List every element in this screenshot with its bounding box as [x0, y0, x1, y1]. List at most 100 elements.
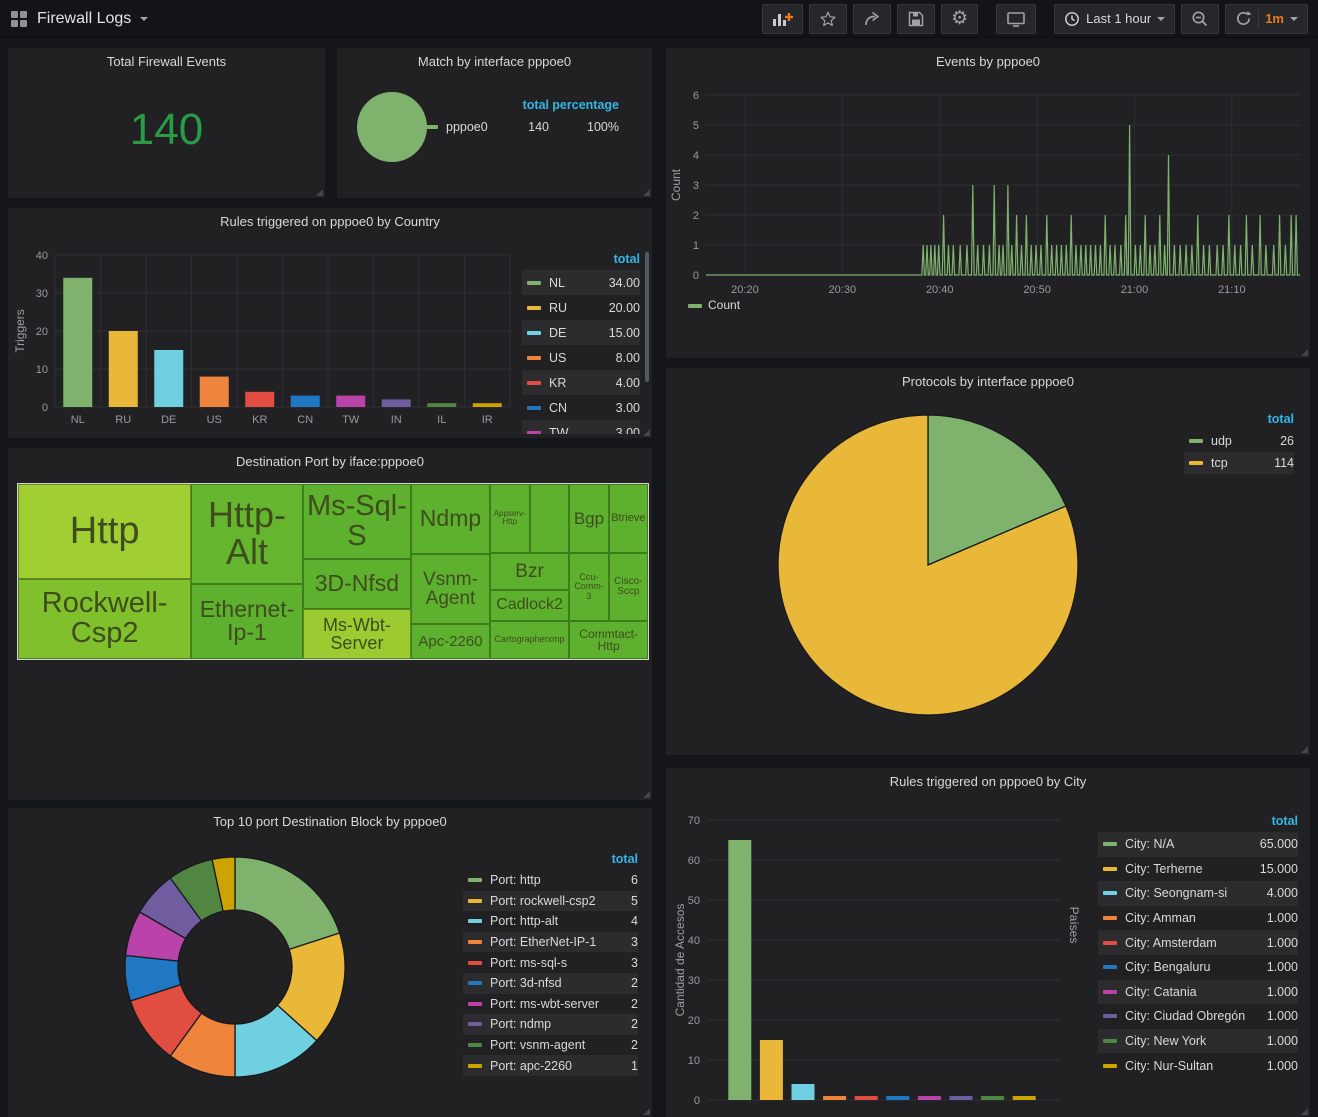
legend-item[interactable]: Port: ms-sql-s 3: [463, 952, 638, 973]
legend-item[interactable]: Port: rockwell-csp2 5: [463, 890, 638, 912]
legend-item[interactable]: Port: 3d-nfsd 2: [463, 972, 638, 994]
panel-title[interactable]: Rules triggered on pppoe0 by City: [889, 774, 1087, 789]
treemap-cell-btrieve[interactable]: Btrieve: [608, 484, 648, 553]
legend-item[interactable]: City: Terherne 15.000: [1098, 857, 1298, 882]
treemap-cell-bgp[interactable]: Bgp: [569, 484, 609, 553]
bar-Seongnam-si: [791, 1084, 815, 1100]
legend-item[interactable]: pppoe0 140 100%: [419, 116, 619, 138]
legend-item[interactable]: Port: vsnm-agent 2: [463, 1035, 638, 1056]
star-button[interactable]: [809, 3, 848, 34]
bar-chart[interactable]: 0 10 20 30 40 NL RU DE US KR CN TW IN IL IR Triggers: [8, 208, 652, 438]
legend-item[interactable]: City: Amman 1.000: [1098, 906, 1298, 931]
treemap-cell-http-alt[interactable]: Http-Alt: [191, 484, 303, 584]
legend-item[interactable]: City: New York 1.000: [1098, 1028, 1298, 1054]
save-button[interactable]: [897, 3, 936, 34]
legend-item[interactable]: Port: EtherNet-IP-1 3: [463, 931, 638, 953]
legend-table: total City: N/A 65.000 City: Terherne 15.000…: [1098, 810, 1298, 1078]
treemap-cell-appserv-http[interactable]: Appserv-Http: [489, 484, 530, 553]
refresh-interval-label[interactable]: 1m: [1265, 11, 1284, 26]
panel-resize-handle[interactable]: [1301, 1108, 1308, 1115]
legend-item[interactable]: City: Amsterdam 1.000: [1098, 930, 1298, 955]
treemap-cell-ndmp[interactable]: Ndmp: [411, 484, 490, 554]
caret-down-icon[interactable]: [1290, 16, 1298, 21]
treemap-cell-rockwell-csp2[interactable]: Rockwell-Csp2: [18, 579, 192, 659]
bar-chart[interactable]: 0 10 20 30 40 50 60 70 Cantidad de Accesos Países: [666, 768, 1310, 1117]
treemap-cell-ccu-comm-3[interactable]: Ccu-Comm-3: [569, 552, 609, 621]
legend-item[interactable]: City: Catania 1.000: [1098, 979, 1298, 1005]
legend-label: pppoe0: [446, 120, 488, 134]
bar-TW: [336, 395, 366, 407]
legend-item[interactable]: TW 3.00: [522, 420, 640, 434]
treemap-cell-3d-nfsd[interactable]: 3D-Nfsd: [302, 559, 412, 609]
legend-item[interactable]: US 8.00: [522, 345, 640, 370]
legend-item[interactable]: udp 26: [1184, 430, 1294, 452]
panel-resize-handle[interactable]: [643, 1108, 650, 1115]
legend-scrollbar[interactable]: [645, 252, 649, 382]
legend-item[interactable]: Port: http-alt 4: [463, 911, 638, 932]
treemap-cell-cadlock2[interactable]: Cadlock2: [489, 590, 570, 622]
panel-title[interactable]: Total Firewall Events: [106, 54, 227, 69]
dashboard-title[interactable]: Firewall Logs: [37, 9, 132, 27]
pie-chart[interactable]: [357, 92, 427, 162]
treemap-cell-commtact-http[interactable]: Commtact-Http: [569, 621, 648, 659]
legend-value: 1.000: [1266, 935, 1298, 950]
legend-item[interactable]: DE 15.00: [522, 320, 640, 345]
refresh-button[interactable]: 1m: [1225, 3, 1308, 34]
legend-item[interactable]: City: Ciudad Obregón 1.000: [1098, 1004, 1298, 1029]
treemap-cell-cartographerxmp[interactable]: Cartographerxmp: [489, 621, 570, 659]
treemap-cell-vsnm-agent[interactable]: Vsnm-Agent: [411, 554, 490, 624]
svg-text:1: 1: [693, 240, 699, 252]
treemap-cell-ms-wbt-server[interactable]: Ms-Wbt-Server: [302, 608, 412, 659]
pie-chart[interactable]: [666, 368, 1310, 755]
add-panel-button[interactable]: [762, 3, 804, 34]
timeseries-chart[interactable]: 0 1 2 3 4 5 6 20:20 20:30 20:40 20:50 21:00 21:10 Cou…: [666, 48, 1310, 358]
legend-item[interactable]: Port: apc-2260 1: [463, 1055, 638, 1076]
settings-button[interactable]: ⚙: [941, 3, 979, 34]
share-button[interactable]: [853, 3, 892, 34]
pie-slice-udp: [927, 414, 1067, 566]
legend-item[interactable]: Port: ndmp 2: [463, 1014, 638, 1035]
treemap-cell[interactable]: [529, 484, 570, 553]
tv-mode-button[interactable]: [996, 3, 1037, 34]
legend-item[interactable]: CN 3.00: [522, 395, 640, 420]
dashboard-grid-icon[interactable]: [10, 10, 28, 28]
legend-item[interactable]: City: N/A 65.000: [1098, 832, 1298, 857]
bar-Terherne: [759, 1040, 783, 1100]
treemap-cell-apc-2260[interactable]: Apc-2260: [411, 624, 490, 659]
panel-resize-handle[interactable]: [1301, 349, 1308, 356]
time-picker-button[interactable]: Last 1 hour: [1054, 3, 1176, 34]
legend-item[interactable]: City: Seongnam-si 4.000: [1098, 881, 1298, 906]
svg-text:NL: NL: [71, 414, 85, 426]
legend-item[interactable]: City: Nur-Sultan 1.000: [1098, 1053, 1298, 1078]
legend-item[interactable]: Port: http 6: [463, 870, 638, 891]
donut-chart[interactable]: [8, 808, 652, 1117]
treemap-cell-http[interactable]: Http: [18, 484, 192, 580]
panel-resize-handle[interactable]: [316, 189, 323, 196]
panel-resize-handle[interactable]: [1301, 746, 1308, 753]
panel-title[interactable]: Match by interface pppoe0: [417, 54, 572, 69]
panel-resize-handle[interactable]: [643, 189, 650, 196]
panel-title[interactable]: Destination Port by iface:pppoe0: [236, 454, 424, 469]
panel-title[interactable]: Protocols by interface pppoe0: [902, 374, 1074, 389]
caret-down-icon[interactable]: [140, 16, 149, 21]
treemap-cell-bzr[interactable]: Bzr: [489, 552, 570, 591]
legend-item[interactable]: City: Bengaluru 1.000: [1098, 955, 1298, 980]
bar-Nur-Sultan: [1012, 1096, 1036, 1100]
panel-title[interactable]: Rules triggered on pppoe0 by Country: [220, 214, 440, 229]
legend-item[interactable]: NL 34.00: [522, 270, 640, 295]
treemap-cell-cisco-sccp[interactable]: Cisco-Sccp: [608, 552, 648, 621]
zoom-out-button[interactable]: [1181, 3, 1220, 34]
panel-title[interactable]: Top 10 port Destination Block by pppoe0: [213, 814, 447, 829]
panel-title[interactable]: Events by pppoe0: [935, 54, 1041, 69]
panel-resize-handle[interactable]: [643, 429, 650, 436]
legend-item[interactable]: tcp 114: [1184, 452, 1294, 474]
legend-item[interactable]: Port: ms-wbt-server 2: [463, 994, 638, 1015]
panel-resize-handle[interactable]: [643, 791, 650, 798]
legend-label: CN: [549, 400, 568, 415]
legend-item[interactable]: KR 4.00: [522, 370, 640, 395]
legend-label: udp: [1211, 434, 1232, 448]
treemap-cell-ms-sql-s[interactable]: Ms-Sql-S: [302, 484, 412, 560]
treemap-cell-ethernet-ip-1[interactable]: Ethernet-Ip-1: [191, 583, 303, 659]
legend-value: 6: [631, 873, 638, 888]
legend-item[interactable]: RU 20.00: [522, 295, 640, 320]
